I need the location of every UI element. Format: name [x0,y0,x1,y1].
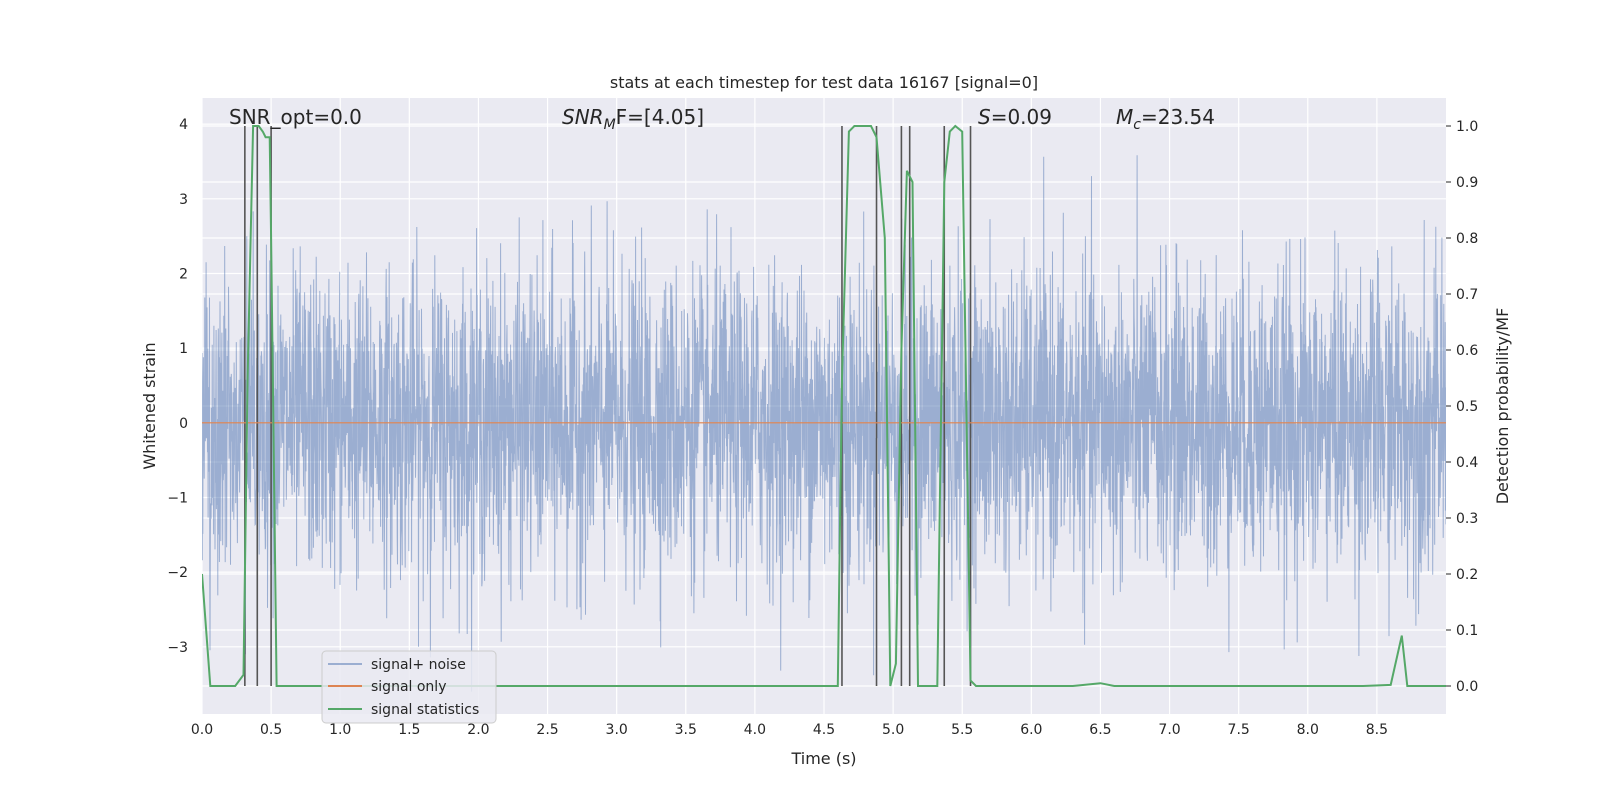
right-y-tick-label: 0.8 [1456,231,1478,247]
right-y-tick-label: 1.0 [1456,119,1478,135]
right-y-axis-ticks: 0.0 0.1 0.2 0.3 0.4 0.5 0.6 0.7 0.8 0.9 1.0 [1446,119,1478,695]
legend-label-signal-statistics: signal statistics [371,702,479,718]
left-y-tick-label: 3 [179,192,188,208]
annotation-mc-sub: c [1133,117,1141,133]
x-tick-label: 0.5 [260,722,282,738]
x-axis-ticks: 0.0 0.5 1.0 1.5 2.0 2.5 3.0 3.5 4.0 4.5 5.0 5.5 6.0 6… [191,722,1388,738]
right-y-tick-label: 0.7 [1456,287,1478,303]
x-tick-label: 6.5 [1089,722,1111,738]
legend-box [321,650,497,724]
annotation-s-val: =0.09 [991,105,1052,129]
x-tick-label: 7.5 [1228,722,1250,738]
legend-label-signal-only: signal only [371,679,446,695]
left-y-tick-label: 1 [179,341,188,357]
left-y-tick-label: 0 [179,416,188,432]
right-y-tick-label: 0.5 [1456,399,1478,415]
right-y-tick-label: 0.0 [1456,679,1478,695]
chart-title: stats at each timestep for test data 161… [610,73,1038,92]
legend-label-signal-noise: signal+ noise [371,657,466,673]
x-tick-label: 0.0 [191,722,213,738]
annotation-snr-mf-rest: F=[4.05] [616,105,704,129]
left-y-axis-ticks: −3 −2 −1 0 1 2 3 4 [167,117,188,656]
annotation-mc: Mc=23.54 [1116,105,1215,133]
x-tick-label: 8.0 [1297,722,1319,738]
annotation-snr-mf-main: SNR [562,105,604,129]
right-y-tick-label: 0.6 [1456,343,1478,359]
x-tick-label: 5.5 [951,722,973,738]
x-tick-label: 5.0 [882,722,904,738]
x-tick-label: 1.5 [398,722,420,738]
right-y-tick-label: 0.9 [1456,175,1478,191]
series-signal-statistics [202,124,1446,687]
signal-noise-line [202,155,1446,692]
annotation-snr-opt: SNR_opt=0.0 [229,105,362,129]
series-signal-noise [202,155,1446,692]
x-tick-label: 8.5 [1366,722,1388,738]
annotation-s-sym: S [978,105,991,129]
signal-statistics-line [202,124,1446,687]
x-tick-label: 6.0 [1020,722,1042,738]
left-y-tick-label: −3 [167,640,188,656]
right-y-axis-label: Detection probability/MF [1493,308,1512,505]
x-tick-label: 3.5 [675,722,697,738]
annotation-snr-mf: SNRMF=[4.05] [562,105,704,133]
annotation-mc-sym: M [1116,105,1133,129]
right-y-tick-label: 0.4 [1456,455,1478,471]
annotation-snr-mf-sub: M [604,117,616,133]
x-tick-label: 4.0 [744,722,766,738]
right-y-tick-label: 0.2 [1456,567,1478,583]
annotation-s: S=0.09 [978,105,1052,129]
x-tick-label: 7.0 [1158,722,1180,738]
right-y-tick-label: 0.1 [1456,623,1478,639]
right-y-tick-label: 0.3 [1456,511,1478,527]
x-tick-label: 2.5 [536,722,558,738]
left-y-axis-label: Whitened strain [140,342,159,469]
left-y-tick-label: −1 [167,490,188,506]
x-axis-label: Time (s) [790,749,856,768]
x-tick-label: 1.0 [329,722,351,738]
left-y-tick-label: 4 [179,117,188,133]
left-y-tick-label: −2 [167,565,188,581]
annotations: SNR_opt=0.0 SNRMF=[4.05] S=0.09 Mc=23.54 [229,105,1215,133]
left-y-tick-label: 2 [179,266,188,282]
legend: signal+ noise signal only signal statist… [321,650,497,724]
x-tick-label: 4.5 [813,722,835,738]
annotation-mc-val: =23.54 [1141,105,1215,129]
x-tick-label: 2.0 [467,722,489,738]
x-tick-label: 3.0 [606,722,628,738]
